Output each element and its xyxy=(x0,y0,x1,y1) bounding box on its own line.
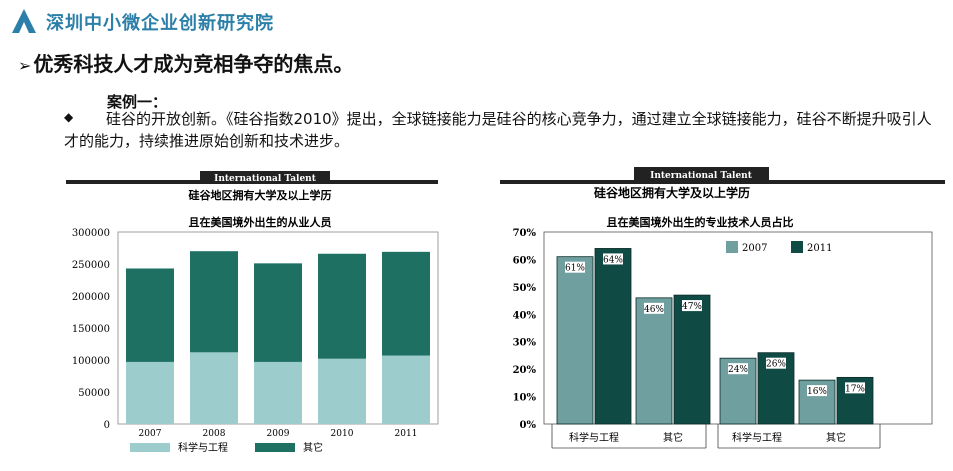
x-tick-label: 2009 xyxy=(267,429,290,439)
x-tick-label: 其它 xyxy=(826,431,846,444)
chart-subtitle: 且在美国境外出生的从业人员 xyxy=(189,215,332,229)
data-label: 17% xyxy=(845,384,865,394)
y-tick-label: 250000 xyxy=(72,260,110,271)
x-tick-label: 其它 xyxy=(663,431,683,444)
legend-label: 科学与工程 xyxy=(178,441,228,454)
bar xyxy=(557,257,593,424)
x-tick-label: 科学与工程 xyxy=(732,431,782,444)
page-title-text: 优秀科技人才成为竞相争夺的焦点。 xyxy=(33,52,353,76)
x-tick-label: 2011 xyxy=(395,429,418,439)
bar-segment xyxy=(318,254,366,359)
chart-share: International Talent 硅谷地区拥有大学及以上学历 且在美国境… xyxy=(494,162,949,467)
y-tick-label: 200000 xyxy=(72,292,110,303)
chart-employees-svg: International Talent 硅谷地区拥有大学及以上学历 且在美国境… xyxy=(60,166,440,466)
y-tick-label: 40% xyxy=(513,310,537,321)
x-tick-label: 科学与工程 xyxy=(569,431,619,444)
org-name: 深圳中小微企业创新研究院 xyxy=(46,9,274,35)
data-label: 46% xyxy=(644,305,664,315)
chart-employees: International Talent 硅谷地区拥有大学及以上学历 且在美国境… xyxy=(60,166,440,466)
y-tick-label: 100000 xyxy=(72,356,110,367)
legend-swatch xyxy=(726,241,738,253)
data-label: 24% xyxy=(728,365,748,375)
y-tick-label: 30% xyxy=(513,338,537,349)
y-tick-label: 150000 xyxy=(72,324,110,335)
legend-swatch xyxy=(255,443,295,452)
arrow-marker-icon: ➢ xyxy=(18,56,31,75)
chart-subtitle: 且在美国境外出生的专业技术人员占比 xyxy=(607,215,794,229)
bar-segment xyxy=(382,252,430,356)
header: 深圳中小微企业创新研究院 xyxy=(0,0,953,40)
chart-title: 硅谷地区拥有大学及以上学历 xyxy=(594,185,750,200)
y-tick-label: 70% xyxy=(513,228,537,239)
bar xyxy=(636,298,672,424)
bar-segment xyxy=(254,263,302,362)
bar xyxy=(674,295,710,424)
legend-label: 2007 xyxy=(742,243,767,254)
bar-segment xyxy=(382,356,430,424)
y-tick-label: 50% xyxy=(513,283,537,294)
bar xyxy=(595,248,631,424)
data-label: 64% xyxy=(603,255,623,265)
x-tick-label: 2008 xyxy=(203,429,226,439)
bar-segment xyxy=(254,362,302,424)
data-label: 61% xyxy=(565,264,585,274)
case-paragraph: 硅谷的开放创新。《硅谷指数2010》提出，全球链接能力是硅谷的核心竞争力，通过建… xyxy=(64,108,944,152)
legend-swatch xyxy=(791,241,803,253)
chart-banner: International Talent xyxy=(650,171,753,181)
x-tick-label: 2007 xyxy=(139,429,162,439)
y-tick-label: 10% xyxy=(513,393,537,404)
x-tick-label: 2010 xyxy=(331,429,354,439)
y-tick-label: 0 xyxy=(104,420,110,431)
chart-title: 硅谷地区拥有大学及以上学历 xyxy=(189,188,332,202)
legend-label: 2011 xyxy=(807,243,832,254)
bar-segment xyxy=(126,362,174,424)
bar-segment xyxy=(126,268,174,361)
y-tick-label: 60% xyxy=(513,255,537,266)
bar-segment xyxy=(190,251,238,352)
legend-label: 其它 xyxy=(303,441,323,454)
chart-banner: International Talent xyxy=(214,174,317,184)
bar-segment xyxy=(190,352,238,424)
y-tick-label: 300000 xyxy=(72,228,110,239)
bar-segment xyxy=(318,359,366,424)
y-tick-label: 50000 xyxy=(78,388,110,399)
legend-swatch xyxy=(130,443,170,452)
chart-share-svg: International Talent 硅谷地区拥有大学及以上学历 且在美国境… xyxy=(494,162,949,467)
data-label: 47% xyxy=(682,302,702,312)
page-title: ➢ 优秀科技人才成为竞相争夺的焦点。 xyxy=(18,48,353,77)
y-tick-label: 0% xyxy=(520,420,537,431)
data-label: 16% xyxy=(807,387,827,397)
data-label: 26% xyxy=(766,360,786,370)
y-tick-label: 20% xyxy=(513,365,537,376)
triangle-logo-icon xyxy=(10,8,38,34)
